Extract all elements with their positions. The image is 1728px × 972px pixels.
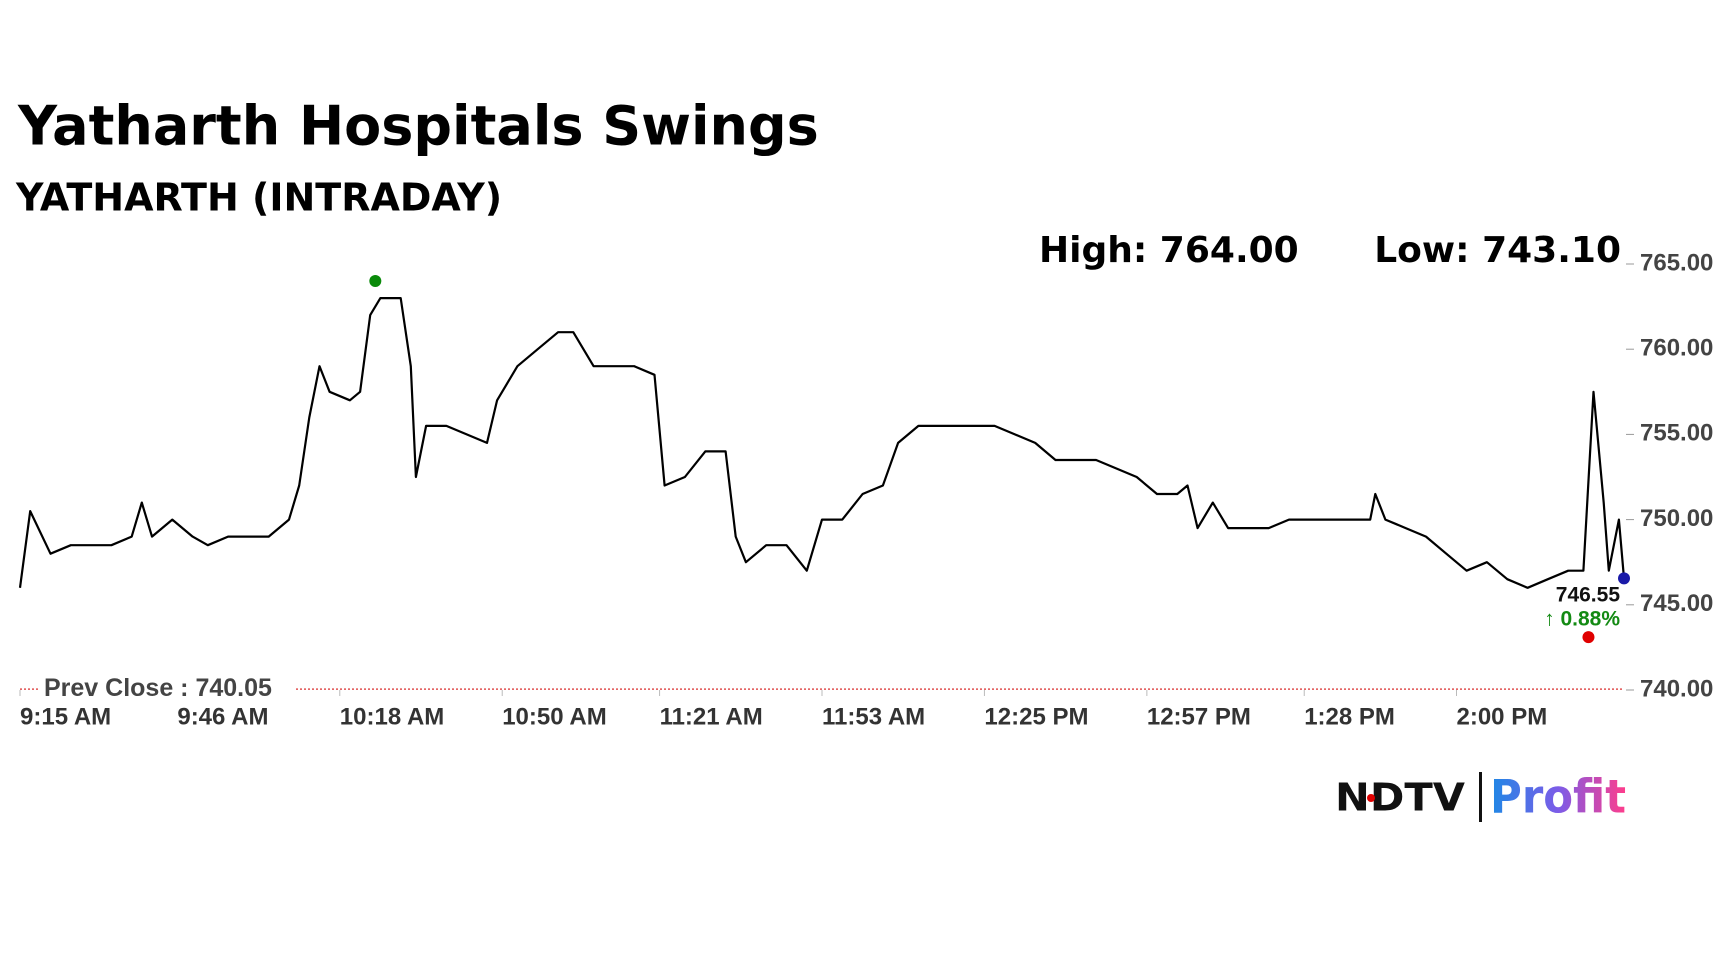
change-label: ↑ 0.88%: [1544, 608, 1620, 631]
x-tick-label: 11:21 AM: [660, 703, 763, 730]
y-tick-label: 755.00: [1640, 420, 1713, 447]
logo-dot: [1367, 794, 1375, 802]
x-tick-label: 12:57 PM: [1147, 703, 1251, 730]
logo-brand: NDTV: [1335, 776, 1466, 820]
low-label: Low: 743.10: [1374, 230, 1621, 271]
logo-product: Profit: [1490, 770, 1626, 824]
y-tick-label: 745.00: [1640, 590, 1713, 617]
logo: NDTV Profit: [1335, 770, 1626, 824]
chart-subtitle: YATHARTH (INTRADAY): [15, 176, 502, 220]
x-tick-label: 9:46 AM: [177, 703, 268, 730]
x-tick-label: 11:53 AM: [822, 703, 925, 730]
low-marker: [1582, 631, 1595, 644]
x-tick-label: 10:50 AM: [502, 703, 606, 730]
x-tick-label: 9:15 AM: [20, 703, 111, 730]
prev-close-label: Prev Close : 740.05: [44, 674, 272, 702]
y-tick-label: 750.00: [1640, 505, 1713, 532]
y-tick-label: 765.00: [1640, 249, 1713, 276]
y-tick-label: 740.00: [1640, 675, 1713, 702]
y-tick-label: 760.00: [1640, 335, 1713, 362]
prev-close-bg: [38, 675, 294, 704]
high-label: High: 764.00: [1039, 230, 1299, 271]
logo-divider: [1479, 772, 1482, 822]
last-value-label: 746.55: [1556, 584, 1621, 607]
price-line: [18, 297, 1626, 589]
high-marker: [369, 275, 382, 288]
x-tick-label: 2:00 PM: [1456, 703, 1547, 730]
chart-title: Yatharth Hospitals Swings: [17, 95, 819, 158]
x-tick-label: 10:18 AM: [340, 703, 444, 730]
last-marker: [1618, 572, 1630, 585]
x-tick-label: 1:28 PM: [1304, 703, 1395, 730]
x-tick-label: 12:25 PM: [984, 703, 1088, 730]
